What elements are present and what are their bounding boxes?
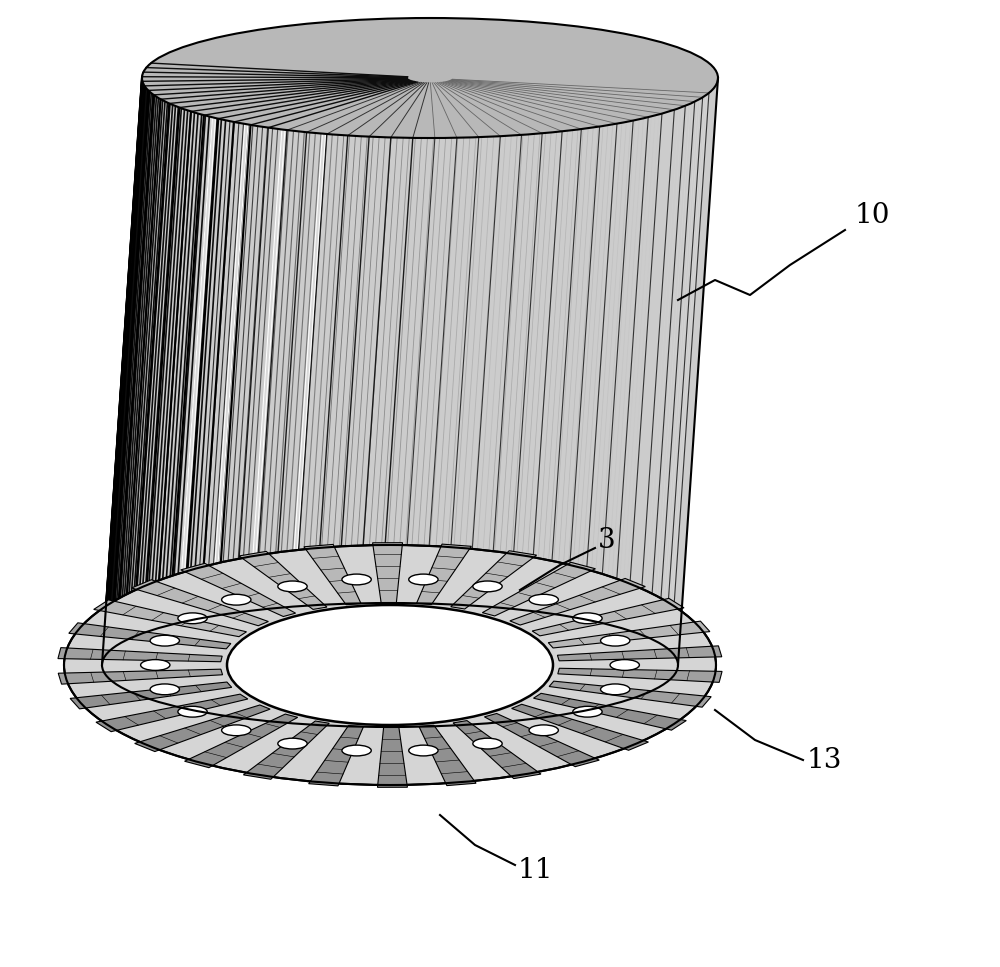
Ellipse shape <box>573 613 602 624</box>
Text: 11: 11 <box>518 857 554 884</box>
Ellipse shape <box>342 574 371 585</box>
Ellipse shape <box>473 581 502 592</box>
Ellipse shape <box>473 738 502 749</box>
Polygon shape <box>377 727 407 787</box>
Polygon shape <box>532 599 684 636</box>
Ellipse shape <box>529 595 558 605</box>
Polygon shape <box>512 704 648 750</box>
Polygon shape <box>132 580 268 626</box>
Text: 13: 13 <box>807 747 842 774</box>
Polygon shape <box>309 725 363 786</box>
Ellipse shape <box>178 706 207 718</box>
Polygon shape <box>558 668 722 683</box>
Polygon shape <box>419 725 476 785</box>
Text: 3: 3 <box>598 526 616 553</box>
Ellipse shape <box>601 684 630 694</box>
Ellipse shape <box>141 659 170 670</box>
Ellipse shape <box>150 635 179 646</box>
Polygon shape <box>70 682 232 709</box>
Ellipse shape <box>222 595 251 605</box>
Polygon shape <box>69 623 231 649</box>
Polygon shape <box>185 714 298 768</box>
Ellipse shape <box>529 725 558 736</box>
Ellipse shape <box>409 574 438 585</box>
Polygon shape <box>135 705 270 751</box>
Polygon shape <box>243 721 329 779</box>
Polygon shape <box>482 563 595 616</box>
Ellipse shape <box>227 605 553 725</box>
Polygon shape <box>417 544 471 604</box>
Ellipse shape <box>178 613 207 624</box>
Ellipse shape <box>150 684 179 694</box>
Polygon shape <box>102 78 718 665</box>
Polygon shape <box>181 564 296 617</box>
Text: 10: 10 <box>855 201 891 228</box>
Polygon shape <box>548 621 710 648</box>
Polygon shape <box>58 669 223 684</box>
Polygon shape <box>549 681 711 707</box>
Ellipse shape <box>222 725 251 736</box>
Ellipse shape <box>342 746 371 756</box>
Ellipse shape <box>278 738 307 749</box>
Ellipse shape <box>573 706 602 718</box>
Polygon shape <box>239 551 327 609</box>
Polygon shape <box>484 714 599 767</box>
Polygon shape <box>94 600 246 636</box>
Polygon shape <box>510 578 645 625</box>
Polygon shape <box>373 542 403 602</box>
Polygon shape <box>96 694 248 732</box>
Polygon shape <box>304 544 361 604</box>
Ellipse shape <box>610 659 639 670</box>
Polygon shape <box>58 648 222 661</box>
Polygon shape <box>453 720 541 778</box>
Ellipse shape <box>64 545 716 785</box>
Ellipse shape <box>142 18 718 138</box>
Ellipse shape <box>601 635 630 646</box>
Ellipse shape <box>409 746 438 756</box>
Polygon shape <box>451 551 537 609</box>
Polygon shape <box>534 693 686 730</box>
Ellipse shape <box>278 581 307 592</box>
Polygon shape <box>557 646 722 660</box>
